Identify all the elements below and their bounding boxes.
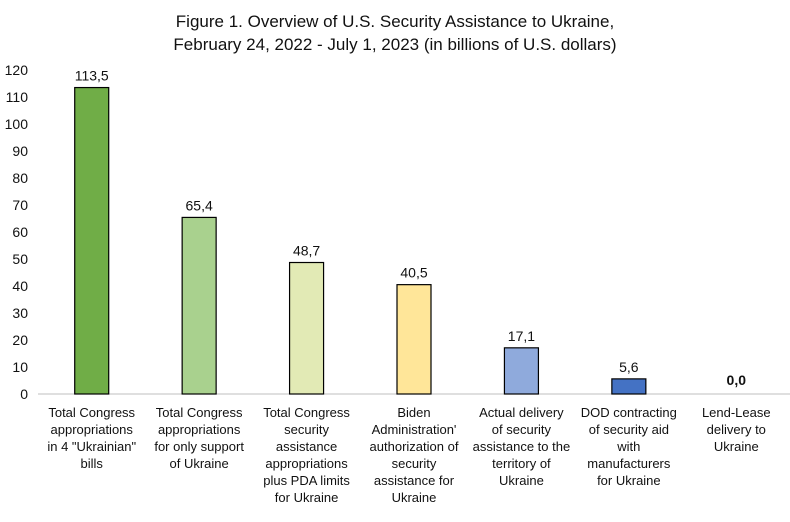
bar — [396, 284, 432, 395]
y-tick-label: 100 — [5, 116, 29, 132]
category-label: Actual delivery of security assistance to … — [473, 405, 571, 488]
category-label-line: for Ukraine — [597, 473, 661, 488]
y-tick-label: 60 — [12, 224, 28, 240]
category-label-line: in 4 "Ukrainian" — [47, 439, 136, 454]
bar — [611, 378, 647, 395]
y-tick-label: 70 — [12, 197, 28, 213]
category-label-line: plus PDA limits — [263, 473, 350, 488]
category-label: Total Congress appropriations for only sup… — [154, 405, 244, 471]
category-label: Biden Administration' authorization of secu… — [370, 405, 459, 505]
chart-title-line-2: February 24, 2022 - July 1, 2023 (in bil… — [173, 35, 617, 54]
data-label: 113,5 — [75, 68, 109, 84]
y-tick-label: 90 — [12, 143, 28, 159]
category-label-line: delivery to — [707, 422, 766, 437]
category-label-line: territory of — [492, 456, 551, 471]
y-tick-label: 80 — [12, 170, 28, 186]
category-label-line: assistance for — [374, 473, 455, 488]
data-label: 65,4 — [186, 197, 213, 213]
category-label-line: DOD contracting — [581, 405, 677, 420]
y-tick-label: 10 — [12, 359, 28, 375]
y-tick-label: 110 — [6, 89, 29, 105]
category-label-line: security — [284, 422, 329, 437]
category-label-line: Ukraine — [392, 490, 437, 505]
chart-title-line-1: Figure 1. Overview of U.S. Security Assi… — [175, 12, 615, 31]
category-label-line: for only support — [154, 439, 244, 454]
y-tick-label: 40 — [12, 278, 28, 294]
category-label-line: Administration' — [372, 422, 457, 437]
category-label: Total Congress security assistance appropri… — [263, 405, 350, 505]
category-label-line: manufacturers — [587, 456, 671, 471]
y-tick-label: 20 — [12, 332, 28, 348]
y-tick-label: 50 — [12, 251, 28, 267]
bar — [503, 347, 540, 395]
category-label: Total Congress appropriations in 4 "Ukrain… — [47, 405, 136, 471]
category-label: DOD contracting of security aid with manufa… — [581, 405, 677, 488]
category-label-line: Biden — [397, 405, 430, 420]
category-label-line: for Ukraine — [275, 490, 339, 505]
y-tick-label: 0 — [20, 386, 28, 402]
category-label-line: assistance to the — [473, 439, 571, 454]
category-label-line: Lend-Lease — [702, 405, 771, 420]
category-label-line: of Ukraine — [170, 456, 229, 471]
category-label-line: assistance — [276, 439, 337, 454]
category-label-line: of security aid — [589, 422, 669, 437]
category-label-line: Total Congress — [156, 405, 243, 420]
chart-title: Figure 1. Overview of U.S. Security Assi… — [0, 10, 790, 56]
category-label-line: Actual delivery — [479, 405, 564, 420]
y-tick-label: 30 — [12, 305, 28, 321]
category-label-line: Ukraine — [499, 473, 544, 488]
category-label-line: appropriations — [158, 422, 241, 437]
data-label: 17,1 — [508, 328, 535, 344]
category-label-line: appropriations — [265, 456, 348, 471]
y-tick-label: 120 — [5, 62, 29, 78]
category-label-line: bills — [81, 456, 104, 471]
category-label-line: security — [392, 456, 437, 471]
category-label-line: Total Congress — [48, 405, 135, 420]
category-label-line: appropriations — [51, 422, 134, 437]
category-label: Lend-Lease delivery to Ukraine — [702, 405, 771, 454]
category-label-line: Total Congress — [263, 405, 350, 420]
category-label-line: Ukraine — [714, 439, 759, 454]
data-label: 0,0 — [727, 372, 747, 388]
category-label-line: of security — [492, 422, 552, 437]
bar — [74, 86, 110, 395]
bar — [288, 261, 325, 395]
category-label-line: with — [616, 439, 640, 454]
data-label: 5,6 — [619, 359, 639, 375]
bar — [181, 216, 217, 395]
category-label-line: authorization of — [370, 439, 459, 454]
data-label: 48,7 — [293, 243, 320, 259]
data-label: 40,5 — [400, 265, 427, 281]
